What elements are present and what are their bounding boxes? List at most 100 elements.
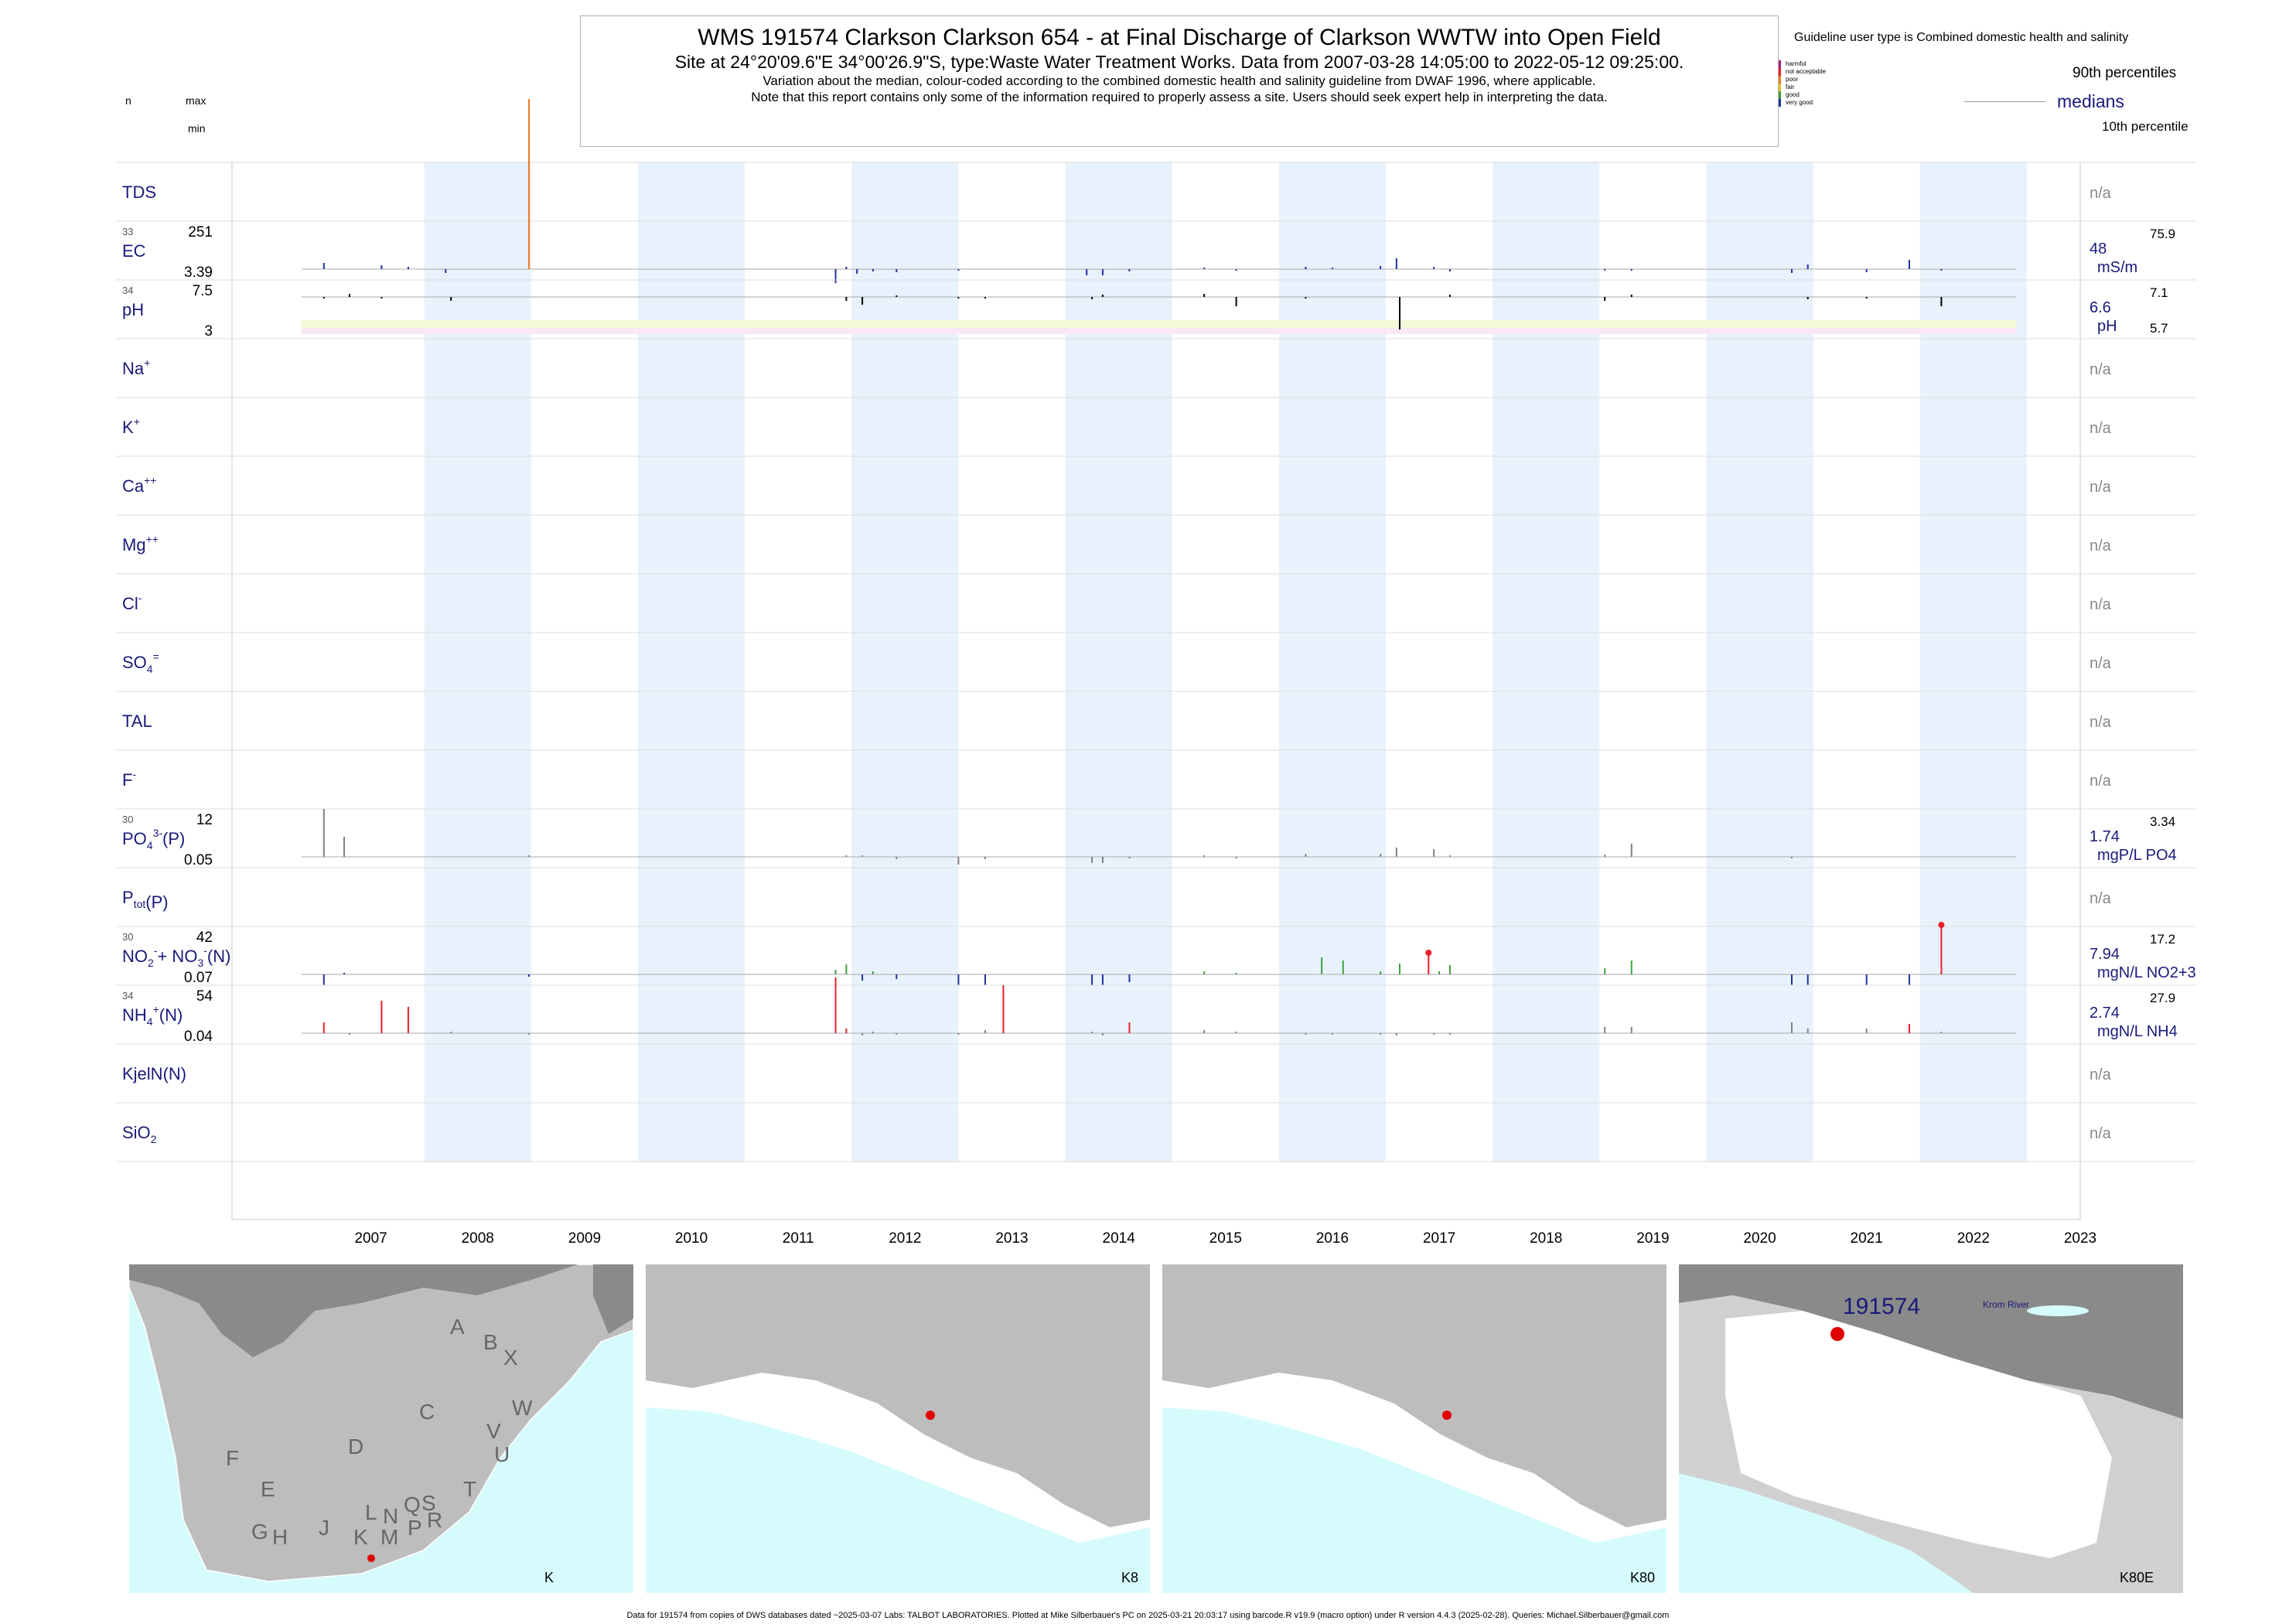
row-median-pH: 6.6 xyxy=(2090,299,2111,316)
map-k8-land xyxy=(646,1264,1150,1527)
x-tick-2018: 2018 xyxy=(1530,1230,1562,1247)
map-k-region-U: U xyxy=(494,1442,510,1466)
map-k8-svg xyxy=(646,1264,1150,1543)
year-band-2020 xyxy=(1706,162,1813,1162)
row-label-Kjel: KjelN(N) xyxy=(122,1064,186,1083)
map-k-region-X: X xyxy=(503,1346,518,1370)
row-na-Mg: n/a xyxy=(2090,537,2112,554)
map-k-region-F: F xyxy=(226,1446,239,1470)
year-band-2012 xyxy=(851,162,959,1162)
row-label-NH4: NH4+(N) xyxy=(122,1003,183,1028)
year-band-2014 xyxy=(1065,162,1172,1162)
x-tick-2016: 2016 xyxy=(1316,1230,1349,1247)
x-tick-2022: 2022 xyxy=(1957,1230,1990,1247)
map-k-region-J: J xyxy=(319,1516,329,1540)
map-k-region-P: P xyxy=(408,1516,422,1540)
row-min-EC: 3.39 xyxy=(184,264,213,281)
legend-p90: 90th percentiles xyxy=(2073,65,2177,81)
year-band-2016 xyxy=(1278,162,1387,1162)
year-band-2010 xyxy=(637,162,745,1162)
legend-class-3: fair xyxy=(1779,84,1794,91)
row-median-EC: 48 xyxy=(2090,241,2107,258)
map-panel-k8: K8 xyxy=(646,1264,1150,1593)
map-k-region-G: G xyxy=(251,1520,268,1544)
x-tick-2017: 2017 xyxy=(1423,1230,1455,1247)
row-label-F: F- xyxy=(122,768,136,790)
map-k-region-Q: Q xyxy=(404,1493,421,1517)
map-k8-catchment xyxy=(646,1373,1150,1543)
row-label-Cl: Cl- xyxy=(122,592,142,613)
legend-class-0: harmful xyxy=(1779,60,1806,68)
chart-note-2: Note that this report contains only some… xyxy=(751,90,1608,104)
map-k80-land xyxy=(1162,1264,1667,1527)
map-k80-site-dot xyxy=(1442,1411,1452,1420)
legend-median-line xyxy=(1964,101,2045,102)
map-k-region-K: K xyxy=(353,1525,368,1549)
map-k-region-C: C xyxy=(419,1400,435,1424)
row-na-Cl: n/a xyxy=(2090,596,2112,613)
map-k80-svg xyxy=(1162,1264,1667,1543)
guideline-title: Guideline user type is Combined domestic… xyxy=(1794,31,2129,44)
row-label-SiO2: SiO2 xyxy=(122,1123,157,1145)
map-k-region-L: L xyxy=(365,1500,377,1524)
map-k-region-A: A xyxy=(450,1315,465,1339)
map-k80e-svg xyxy=(1679,1264,2183,1593)
map-k80e-site-label: 191574 xyxy=(1843,1294,1921,1319)
row-p10-pH: 5.7 xyxy=(2150,321,2168,336)
legend-class-1: not acceptable xyxy=(1779,68,1826,76)
row-label-TAL: TAL xyxy=(122,711,152,731)
row-label-Mg: Mg++ xyxy=(122,533,159,554)
x-tick-2010: 2010 xyxy=(675,1230,708,1247)
x-tick-2011: 2011 xyxy=(783,1230,814,1247)
row-n-pH: 34 xyxy=(122,285,133,296)
map-k-site-dot xyxy=(367,1554,375,1562)
chart-subtitle: Site at 24°20'09.6"E 34°00'26.9"S, type:… xyxy=(674,52,1684,72)
x-tick-2007: 2007 xyxy=(354,1230,387,1247)
map-k-region-N: N xyxy=(383,1504,398,1528)
row-n-PO4: 30 xyxy=(122,814,133,825)
row-unit-pH: pH xyxy=(2097,318,2117,335)
map-panel-k80: K80 xyxy=(1162,1264,1667,1593)
row-max-NH4: 54 xyxy=(196,988,213,1005)
row-unit-NOx: mgN/L NO2+3 xyxy=(2097,964,2196,981)
x-tick-2023: 2023 xyxy=(2064,1230,2096,1247)
row-label-Ca: Ca++ xyxy=(122,474,156,496)
row-min-pH: 3 xyxy=(204,323,213,339)
row-label-pH: pH xyxy=(122,300,144,319)
row-na-Ptot: n/a xyxy=(2090,890,2112,907)
x-tick-2014: 2014 xyxy=(1103,1230,1136,1247)
map-k80e-label: K80E xyxy=(2120,1570,2154,1585)
row-n-EC: 33 xyxy=(122,226,133,237)
map-k80e-coast xyxy=(1679,1473,1973,1593)
map-k-region-B: B xyxy=(483,1330,498,1354)
row-na-Kjel: n/a xyxy=(2090,1066,2112,1083)
row-na-TAL: n/a xyxy=(2090,714,2112,731)
map-k-region-V: V xyxy=(486,1419,501,1443)
row-na-SiO2: n/a xyxy=(2090,1125,2112,1142)
map-k-north-land xyxy=(129,1264,578,1357)
row-unit-NH4: mgN/L NH4 xyxy=(2097,1023,2178,1040)
row-median-NH4: 2.74 xyxy=(2090,1005,2120,1022)
row-p90-NOx: 17.2 xyxy=(2150,932,2175,947)
legend-class-2: poor xyxy=(1779,76,1798,84)
legend-n-label: n xyxy=(125,94,131,107)
row-min-NH4: 0.04 xyxy=(184,1029,213,1045)
map-k80e-site-dot xyxy=(1830,1327,1844,1341)
row-median-NOx: 7.94 xyxy=(2090,946,2120,963)
map-k-region-R: R xyxy=(427,1508,442,1532)
row-max-NOx: 42 xyxy=(196,930,213,946)
map-k-mozambique xyxy=(593,1264,633,1334)
row-label-EC: EC xyxy=(122,241,146,261)
map-k-region-E: E xyxy=(261,1477,275,1501)
legend-class-5: very good xyxy=(1779,99,1813,107)
x-tick-2009: 2009 xyxy=(568,1230,601,1247)
row-na-K: n/a xyxy=(2090,420,2112,437)
year-band-2008 xyxy=(424,162,531,1162)
x-tick-2015: 2015 xyxy=(1209,1230,1242,1247)
row-median-PO4: 1.74 xyxy=(2090,828,2120,845)
row-label-Na: Na+ xyxy=(122,357,150,378)
row-label-SO4: SO4= xyxy=(122,650,159,675)
exceed-dot-NOx-28 xyxy=(1938,922,1945,928)
